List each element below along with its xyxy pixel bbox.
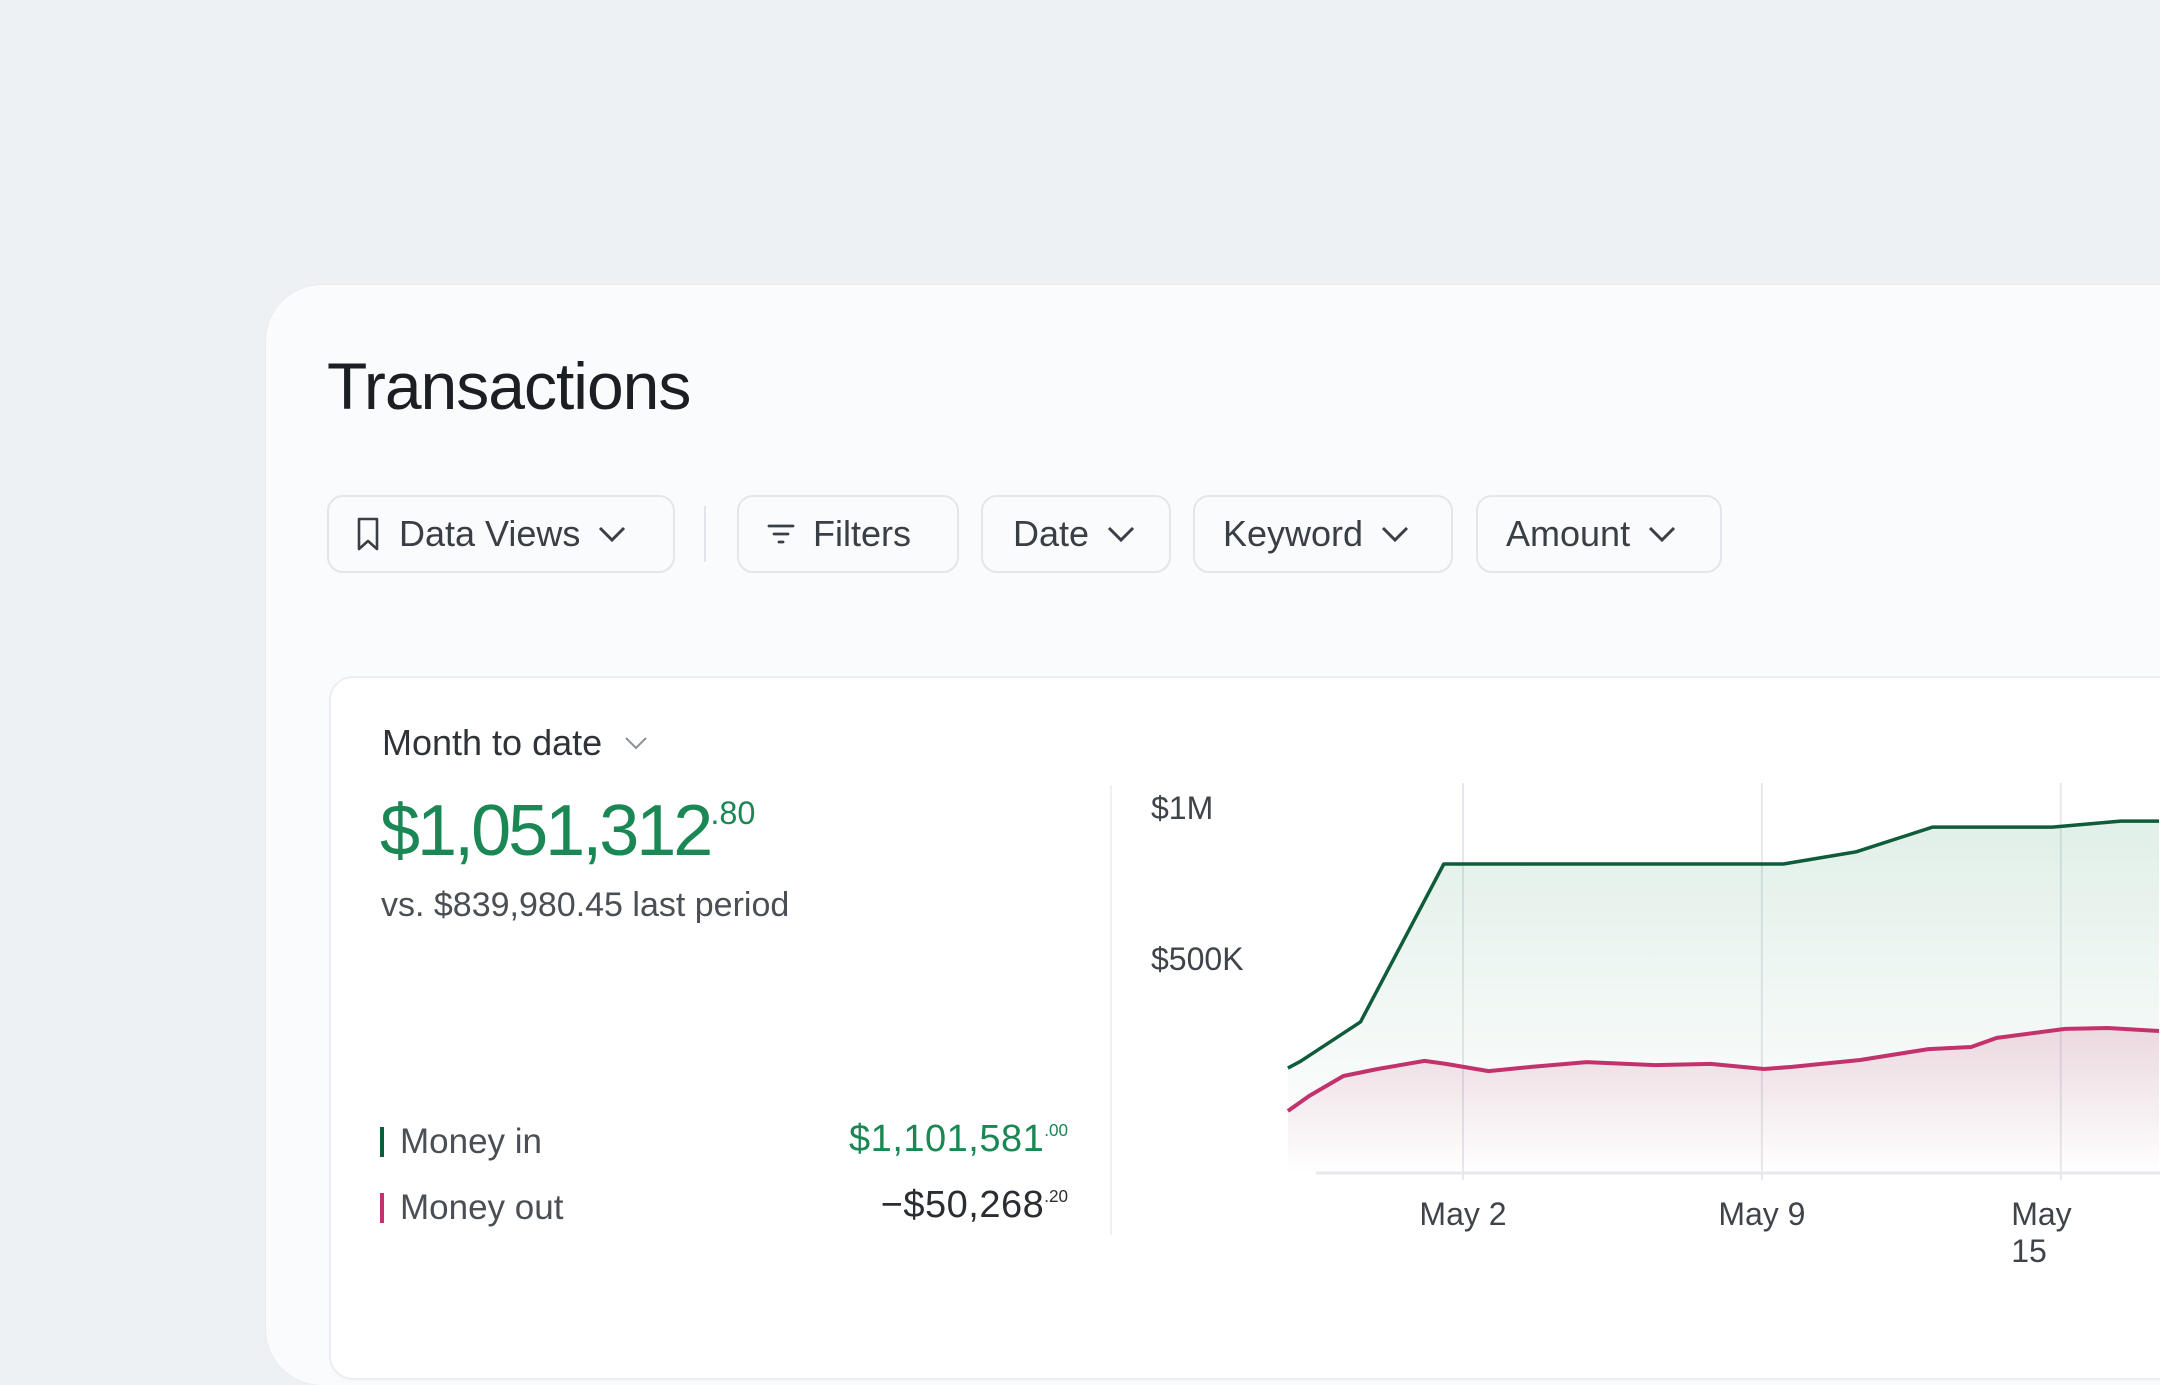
money-in-swatch bbox=[380, 1127, 384, 1157]
money-out-cents: .20 bbox=[1044, 1186, 1068, 1206]
chevron-down-icon bbox=[1382, 526, 1409, 543]
money-out-swatch bbox=[380, 1193, 384, 1223]
date-filter-button[interactable]: Date bbox=[981, 495, 1171, 573]
data-views-label: Data Views bbox=[399, 513, 581, 554]
cashflow-chart bbox=[1286, 783, 2160, 1180]
chevron-down-icon bbox=[1649, 526, 1676, 543]
money-in-value: $1,101,581.00 bbox=[849, 1118, 1068, 1161]
money-in-main: $1,101,581 bbox=[849, 1118, 1045, 1160]
net-total-main: $1,051,312 bbox=[380, 791, 713, 871]
period-label: Month to date bbox=[382, 722, 603, 763]
comparison-text: vs. $839,980.45 last period bbox=[381, 886, 790, 924]
net-total: $1,051,312.80 bbox=[380, 790, 755, 872]
date-label: Date bbox=[1013, 513, 1090, 554]
filters-button[interactable]: Filters bbox=[737, 495, 959, 573]
keyword-filter-button[interactable]: Keyword bbox=[1193, 495, 1453, 573]
keyword-label: Keyword bbox=[1223, 513, 1364, 554]
chevron-down-icon bbox=[625, 737, 647, 750]
y-tick-label: $1M bbox=[1151, 790, 1214, 826]
data-views-button[interactable]: Data Views bbox=[327, 495, 675, 573]
chart-divider bbox=[1110, 785, 1112, 1235]
filters-label: Filters bbox=[813, 513, 911, 554]
money-in-label: Money in bbox=[400, 1122, 543, 1161]
y-tick-label: $500K bbox=[1151, 941, 1244, 977]
amount-label: Amount bbox=[1506, 513, 1631, 554]
money-in-cents: .00 bbox=[1044, 1120, 1068, 1140]
series-line-money-out bbox=[1286, 1026, 2160, 1113]
series-line-money-in bbox=[1287, 819, 2159, 1070]
period-selector[interactable]: Month to date bbox=[382, 722, 648, 764]
money-in-legend: Money in bbox=[380, 1122, 542, 1162]
toolbar-divider bbox=[704, 506, 706, 562]
bookmark-icon bbox=[357, 517, 379, 551]
net-total-cents: .80 bbox=[710, 794, 756, 831]
amount-filter-button[interactable]: Amount bbox=[1476, 495, 1722, 573]
chevron-down-icon bbox=[1107, 526, 1135, 543]
page-title: Transactions bbox=[327, 349, 691, 423]
chevron-down-icon bbox=[599, 526, 626, 543]
filter-icon bbox=[767, 524, 795, 544]
series-area-money-out bbox=[1287, 1028, 2160, 1173]
